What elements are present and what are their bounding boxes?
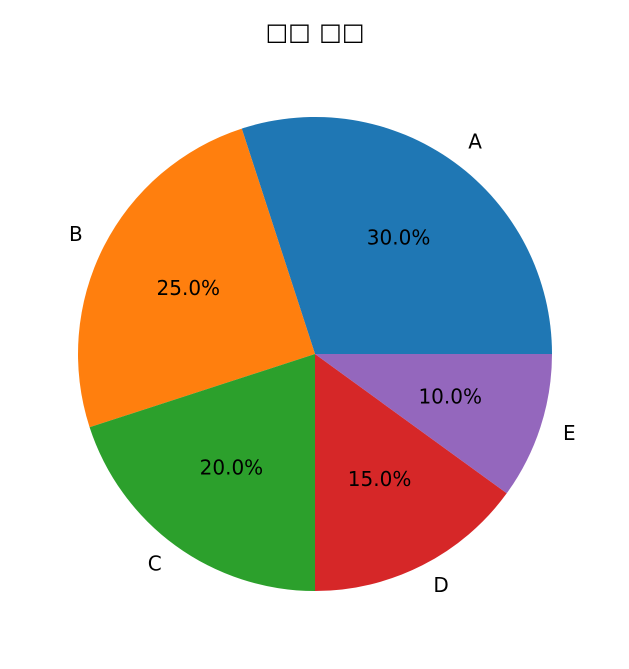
slice-label: C [148, 551, 162, 575]
pie-slice [241, 117, 552, 354]
chart-title: □□ □□ [265, 18, 364, 46]
value-label: 10.0% [418, 384, 482, 408]
slice-label: E [563, 421, 576, 445]
value-label: 25.0% [157, 276, 221, 300]
value-label: 20.0% [200, 456, 264, 480]
pie-slice [315, 354, 507, 591]
pie-slice [77, 128, 315, 428]
slice-label: B [69, 222, 83, 246]
value-label: 30.0% [367, 225, 431, 249]
slice-label: A [468, 130, 482, 154]
slice-label: D [433, 573, 448, 597]
pie-slice [315, 354, 552, 494]
value-label: 15.0% [348, 467, 412, 491]
pie-slice [89, 354, 315, 591]
